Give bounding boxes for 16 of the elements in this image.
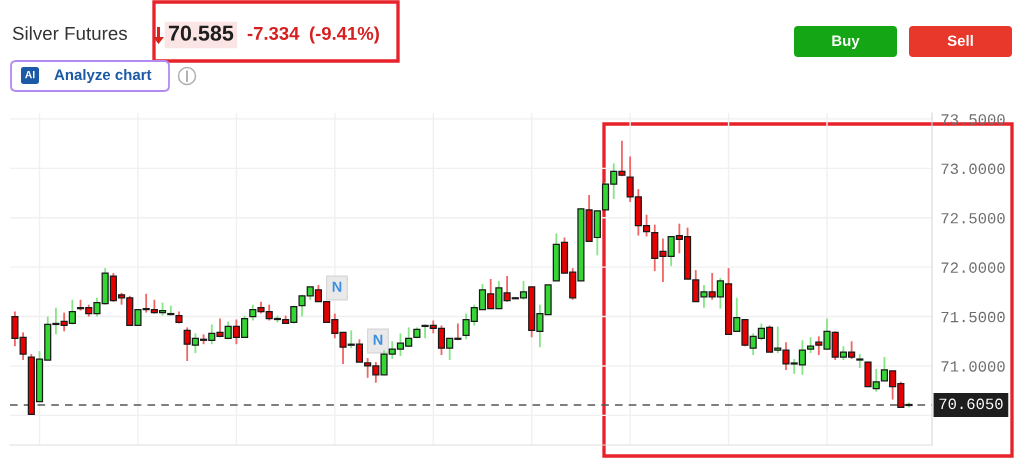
annotation: N xyxy=(332,281,342,292)
y-tick-label: 72.5000 xyxy=(941,212,1005,224)
y-tick-label: 73.0000 xyxy=(941,163,1005,175)
text: Sell xyxy=(947,35,973,47)
y-tick-label: 72.0000 xyxy=(941,262,1005,273)
ref-line-label: 70.6050 xyxy=(939,398,1003,410)
text: 70.585 xyxy=(168,25,234,41)
text: AI xyxy=(25,71,35,79)
text: Analyze chart xyxy=(54,69,152,83)
text: Buy xyxy=(832,35,860,49)
text: -7.334 xyxy=(247,26,300,40)
y-tick-label: 71.0000 xyxy=(941,361,1005,372)
y-tick-label: 71.5000 xyxy=(941,311,1005,323)
chart-title: Silver Futures xyxy=(12,26,127,41)
text: (-9.41%) xyxy=(309,26,379,44)
annotation: N xyxy=(373,334,383,345)
